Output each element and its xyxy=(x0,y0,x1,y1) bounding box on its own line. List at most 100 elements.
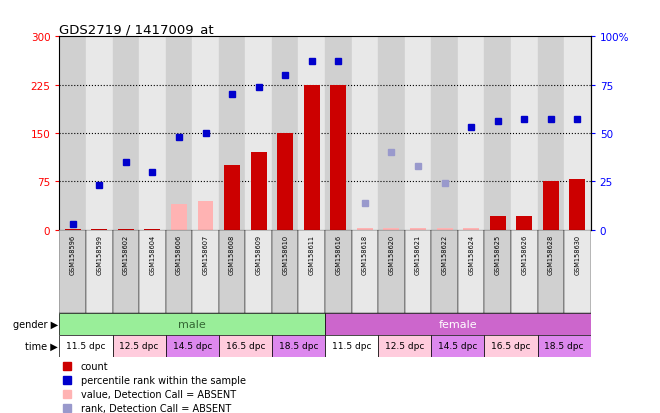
Text: 12.5 dpc: 12.5 dpc xyxy=(119,342,159,351)
Text: GSM158599: GSM158599 xyxy=(96,235,102,274)
Bar xyxy=(570,180,585,230)
Bar xyxy=(86,37,112,230)
Bar xyxy=(272,37,298,230)
Bar xyxy=(463,228,479,230)
Text: value, Detection Call = ABSENT: value, Detection Call = ABSENT xyxy=(81,389,236,399)
Bar xyxy=(224,166,240,230)
Bar xyxy=(272,335,325,357)
Bar xyxy=(59,230,86,313)
Text: GSM158618: GSM158618 xyxy=(362,235,368,274)
Bar xyxy=(564,230,591,313)
Bar xyxy=(511,37,538,230)
Text: 11.5 dpc: 11.5 dpc xyxy=(66,342,106,351)
Text: GSM158608: GSM158608 xyxy=(229,235,235,275)
Bar xyxy=(352,37,378,230)
Text: GSM158622: GSM158622 xyxy=(442,235,447,275)
Text: GSM158602: GSM158602 xyxy=(123,235,129,275)
Bar xyxy=(166,230,192,313)
Bar xyxy=(197,201,213,230)
Bar xyxy=(405,37,432,230)
Bar xyxy=(192,37,219,230)
Text: gender ▶: gender ▶ xyxy=(13,319,58,329)
Bar xyxy=(118,229,134,230)
Text: GSM158624: GSM158624 xyxy=(468,235,474,275)
Text: count: count xyxy=(81,361,108,371)
Bar xyxy=(139,230,166,313)
Text: female: female xyxy=(438,319,477,329)
Text: GSM158610: GSM158610 xyxy=(282,235,288,274)
Text: GDS2719 / 1417009_at: GDS2719 / 1417009_at xyxy=(59,23,214,36)
Bar xyxy=(298,230,325,313)
Text: GSM158630: GSM158630 xyxy=(574,235,580,274)
Bar xyxy=(246,230,272,313)
Bar xyxy=(511,230,538,313)
Bar xyxy=(59,313,325,335)
Text: 12.5 dpc: 12.5 dpc xyxy=(385,342,424,351)
Bar xyxy=(304,85,319,230)
Bar xyxy=(543,182,559,230)
Bar xyxy=(86,230,112,313)
Bar xyxy=(383,228,399,230)
Text: GSM158620: GSM158620 xyxy=(389,235,395,275)
Bar xyxy=(145,229,160,230)
Bar xyxy=(378,37,405,230)
Bar xyxy=(139,37,166,230)
Bar xyxy=(538,335,591,357)
Bar xyxy=(516,216,532,230)
Bar xyxy=(357,228,373,230)
Text: GSM158621: GSM158621 xyxy=(415,235,421,274)
Bar xyxy=(484,37,511,230)
Text: GSM158616: GSM158616 xyxy=(335,235,341,274)
Text: GSM158596: GSM158596 xyxy=(70,235,76,274)
Bar xyxy=(246,37,272,230)
Bar xyxy=(325,313,591,335)
Bar xyxy=(219,230,246,313)
Bar xyxy=(538,37,564,230)
Text: GSM158609: GSM158609 xyxy=(255,235,261,274)
Bar xyxy=(410,228,426,230)
Bar xyxy=(484,230,511,313)
Bar xyxy=(331,85,347,230)
Bar xyxy=(112,37,139,230)
Bar xyxy=(538,230,564,313)
Bar xyxy=(59,37,86,230)
Text: 16.5 dpc: 16.5 dpc xyxy=(226,342,265,351)
Text: male: male xyxy=(178,319,206,329)
Bar xyxy=(272,230,298,313)
Bar xyxy=(91,229,107,230)
Text: rank, Detection Call = ABSENT: rank, Detection Call = ABSENT xyxy=(81,403,231,413)
Text: time ▶: time ▶ xyxy=(25,341,58,351)
Bar xyxy=(277,134,293,230)
Bar xyxy=(405,230,432,313)
Bar xyxy=(171,204,187,230)
Bar xyxy=(378,230,405,313)
Text: GSM158628: GSM158628 xyxy=(548,235,554,275)
Text: GSM158607: GSM158607 xyxy=(203,235,209,275)
Bar xyxy=(219,37,246,230)
Text: 16.5 dpc: 16.5 dpc xyxy=(491,342,531,351)
Text: percentile rank within the sample: percentile rank within the sample xyxy=(81,375,246,385)
Text: 18.5 dpc: 18.5 dpc xyxy=(544,342,584,351)
Bar xyxy=(192,230,219,313)
Bar xyxy=(432,37,458,230)
Bar xyxy=(298,37,325,230)
Bar xyxy=(112,230,139,313)
Bar xyxy=(484,335,538,357)
Bar xyxy=(166,335,219,357)
Bar xyxy=(458,37,484,230)
Bar xyxy=(352,230,378,313)
Bar xyxy=(458,230,484,313)
Bar xyxy=(219,335,272,357)
Bar xyxy=(65,229,81,230)
Bar xyxy=(490,216,506,230)
Bar xyxy=(432,335,484,357)
Bar xyxy=(251,153,267,230)
Bar xyxy=(437,228,453,230)
Bar xyxy=(325,335,378,357)
Bar xyxy=(59,335,112,357)
Bar xyxy=(325,37,352,230)
Text: GSM158604: GSM158604 xyxy=(149,235,155,275)
Text: GSM158611: GSM158611 xyxy=(309,235,315,274)
Text: 14.5 dpc: 14.5 dpc xyxy=(172,342,212,351)
Text: 11.5 dpc: 11.5 dpc xyxy=(332,342,372,351)
